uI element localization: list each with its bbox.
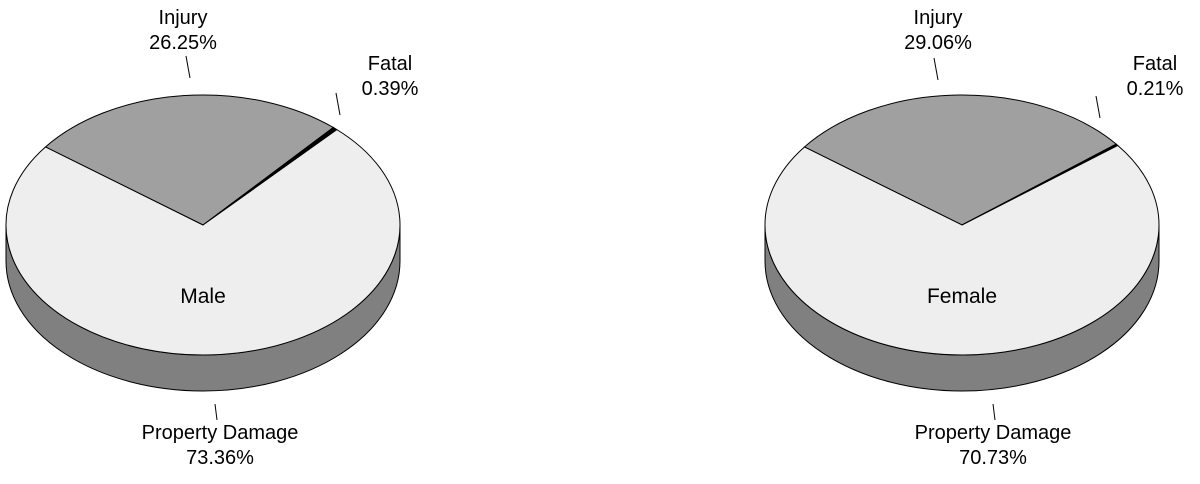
slice-value: 70.73% <box>959 447 1027 469</box>
slice-label: Fatal <box>368 53 412 75</box>
slice-value: 0.21% <box>1127 78 1184 100</box>
slice-value: 0.39% <box>362 78 419 100</box>
leader-line <box>185 55 191 79</box>
pie-chart-male: Male Property Damage 73.36% Injury 26.25% Fat… <box>5 7 419 469</box>
pie-slice-property-damage <box>764 144 1160 356</box>
pie-title: Male <box>180 285 226 308</box>
slice-label: Property Damage <box>142 422 299 444</box>
leader-line <box>933 57 939 81</box>
slice-value: 73.36% <box>186 447 254 469</box>
slice-label: Injury <box>159 7 208 29</box>
pie-chart-female: Female Property Damage 70.73% Injury 29.06% F… <box>764 7 1184 469</box>
slice-label: Injury <box>914 7 963 29</box>
slice-label: Property Damage <box>915 422 1072 444</box>
slice-value: 26.25% <box>149 32 217 54</box>
leader-line <box>214 403 218 421</box>
slice-value: 29.06% <box>904 32 972 54</box>
leader-line <box>1095 95 1101 119</box>
pie-slice-injury <box>803 94 1118 226</box>
pie-slice-property-damage <box>5 129 401 356</box>
pie-slice-injury <box>44 94 335 226</box>
leader-line <box>335 92 341 116</box>
slice-label: Fatal <box>1133 53 1177 75</box>
leader-line <box>992 403 996 421</box>
pie-title: Female <box>927 285 997 308</box>
